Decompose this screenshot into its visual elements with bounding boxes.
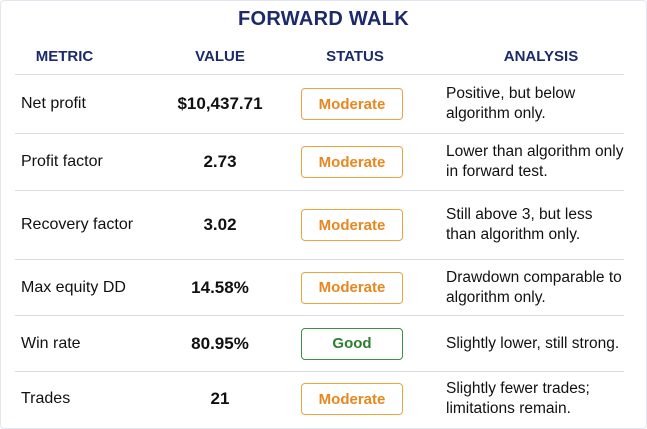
page-title: FORWARD WALK	[238, 8, 409, 30]
metric-label: Max equity DD	[21, 278, 126, 296]
metric-value: 14.58%	[191, 277, 249, 297]
status-badge: Moderate	[301, 209, 403, 241]
analysis-text: Slightly lower, still strong.	[446, 334, 620, 352]
analysis-text: Slightly fewer trades; limitations remai…	[446, 380, 590, 417]
analysis-text: Lower than algorithm only in forward tes…	[446, 143, 624, 180]
metric-label: Win rate	[21, 334, 81, 352]
table-header: METRIC VALUE STATUS ANALYSIS	[1, 48, 646, 70]
status-badge: Moderate	[301, 146, 403, 178]
analysis-text: Still above 3, but less than algorithm o…	[446, 206, 593, 243]
metric-label: Trades	[21, 390, 71, 407]
table-row: Win rate 80.95% Good Slightly lower, sti…	[1, 316, 646, 371]
table-row: Recovery factor 3.02 Moderate Still abov…	[1, 191, 646, 259]
divider	[15, 371, 624, 372]
table-row: Max equity DD 14.58% Moderate Drawdown c…	[1, 260, 646, 315]
status-badge: Good	[301, 327, 403, 360]
divider	[15, 133, 624, 134]
metric-value: 3.02	[203, 215, 237, 234]
header-metric: METRIC	[35, 48, 94, 65]
metric-label: Net profit	[21, 95, 86, 112]
metric-value: 21	[210, 389, 230, 408]
divider	[15, 315, 624, 316]
metric-value: 80.95%	[191, 333, 249, 353]
metric-value: $10,437.71	[177, 94, 263, 113]
divider	[15, 190, 624, 191]
header-value: VALUE	[195, 48, 245, 65]
analysis-text: Drawdown comparable to algorithm only.	[446, 268, 622, 306]
header-status: STATUS	[326, 48, 384, 65]
status-badge: Moderate	[301, 88, 403, 120]
divider	[15, 259, 624, 260]
header-analysis: ANALYSIS	[503, 48, 579, 65]
status-badge: Moderate	[301, 271, 403, 304]
metric-label: Recovery factor	[21, 216, 134, 233]
table-row: Net profit $10,437.71 Moderate Positive,…	[1, 75, 646, 133]
analysis-text: Positive, but below algorithm only.	[446, 85, 576, 122]
metric-value: 2.73	[203, 152, 237, 171]
table-row: Trades 21 Moderate Slightly fewer trades…	[1, 372, 646, 426]
table-row: Profit factor 2.73 Moderate Lower than a…	[1, 134, 646, 190]
divider	[15, 74, 624, 75]
status-badge: Moderate	[301, 383, 403, 415]
metric-label: Profit factor	[21, 153, 103, 170]
